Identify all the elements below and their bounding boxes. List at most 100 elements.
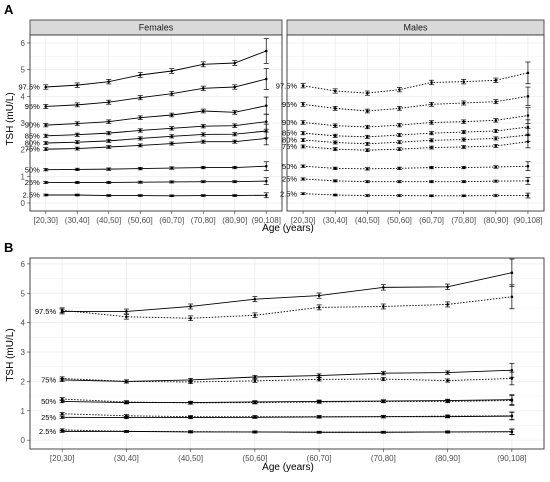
panel-a-males-data-point: [398, 147, 401, 151]
panel-a-females-y-tick-label: 5: [21, 66, 26, 75]
panel-b-data-point: [189, 415, 192, 418]
panel-a-females-data-point: [44, 181, 48, 184]
panel-a-females-data-point: [233, 180, 237, 183]
panel-a-females-series-line-97-5pct-females: [45, 50, 267, 88]
panel-a-females-data-point: [138, 73, 142, 77]
panel-a-females-data-point: [138, 96, 142, 99]
panel-a-males-data-point: [301, 84, 305, 87]
panel-a-males-x-tick-label: (90,108]: [513, 216, 542, 225]
panel-a-males-percentile-label: 80%: [282, 136, 297, 145]
panel-a-females-data-point: [264, 120, 268, 123]
panel-a-females-data-point: [75, 147, 79, 150]
panel-a-females-data-point: [107, 181, 111, 184]
panel-b-series-line-97-5pct-females: [62, 272, 512, 312]
panel-a-males-data-point: [462, 145, 465, 149]
panel-b-data-point: [446, 371, 449, 374]
panel-a-males-x-tick-label: (60,70]: [419, 216, 444, 225]
panel-a-males-data-point: [366, 180, 369, 183]
panel-b-y-tick-label: 1: [21, 407, 26, 416]
panel-b-data-point: [382, 371, 385, 375]
panel-a-females-data-point: [75, 122, 79, 125]
panel-a-females-percentile-label: 80%: [25, 139, 40, 148]
panel-b-data-point: [446, 303, 449, 306]
panel-a-females-data-point: [170, 127, 174, 130]
panel-a-females-data-point: [138, 116, 142, 119]
panel-a-males-data-point: [494, 119, 498, 122]
panel-a-females-x-tick-label: (30,40]: [65, 216, 90, 225]
panel-b-plot-area: [30, 258, 544, 449]
panel-a-females-data-point: [138, 167, 142, 170]
panel-a-females-data-point: [75, 83, 79, 87]
panel-a-males-data-point: [494, 194, 498, 197]
panel-a-females-percentile-label: 2.5%: [23, 191, 40, 200]
panel-a-males-data-point: [430, 81, 433, 84]
panel-a-females-data-point: [107, 120, 111, 123]
panel-a-males-percentile-label: 75%: [282, 142, 297, 151]
panel-a-males-data-point: [301, 138, 305, 142]
panel-a-females-series-line-95pct-females: [45, 78, 267, 107]
panel-a-females-data-point: [44, 147, 48, 151]
panel-a-males-data-point: [301, 145, 305, 148]
panel-a-females-data-point: [201, 109, 205, 113]
panel-b-percentile-label: 97.5%: [35, 307, 57, 316]
panel-a-males-data-point: [462, 194, 465, 198]
panel-a-males-data-point: [462, 130, 465, 134]
panel-b-x-axis-title: Age (years): [262, 462, 314, 473]
panel-a-males-data-point: [301, 192, 305, 195]
panel-b-data-point: [189, 305, 192, 308]
panel-a-males-data-point: [494, 129, 498, 133]
panel-a-males-percentile-label: 85%: [282, 129, 297, 138]
panel-b-data-point: [382, 430, 385, 434]
panel-a-y-axis-title: TSH (mU/L): [5, 92, 16, 145]
panel-b-percentile-label: 75%: [41, 376, 56, 385]
panel-b-x-tick-label: (70,80]: [371, 454, 396, 463]
panel-a-males-facet: Males [20,30] (30,40] (40,50] (50,60] (60,70]…: [276, 19, 545, 225]
panel-a-males-data-point: [494, 179, 498, 183]
panel-a-females-series-line-2-5pct-females: [45, 194, 267, 197]
panel-b-data-point: [382, 286, 385, 289]
panel-a-males-data-point: [301, 121, 305, 124]
panel-b-data-point: [60, 309, 64, 312]
panel-a-females-x-tick-label: (40,50]: [96, 216, 121, 225]
panel-a-females-data-point: [138, 180, 142, 184]
panel-a-females-data-point: [201, 124, 205, 128]
panel-a-males-data-point: [430, 180, 433, 183]
panel-a-males-data-point: [526, 114, 530, 117]
panel-a-females-data-point: [201, 194, 205, 197]
panel-b-y-tick-label: 6: [21, 260, 26, 269]
panel-b-data-point: [189, 316, 192, 320]
panel-b-percentile-label: 25%: [41, 413, 56, 422]
panel-a-males-data-point: [430, 194, 433, 198]
panel-a-females-data-point: [75, 168, 79, 171]
panel-a-females-y-tick-label: 2: [21, 146, 26, 155]
panel-b-x-tick-label: (30,40]: [114, 454, 139, 463]
panel-a-females-data-point: [264, 137, 268, 140]
panel-a-females-data-point: [75, 181, 79, 184]
panel-b-data-point: [125, 430, 128, 433]
panel-b-data-point: [510, 430, 514, 434]
panel-a-females-data-point: [201, 133, 205, 136]
panel-a-males-data-point: [430, 166, 433, 169]
panel-a-males-data-point: [494, 137, 498, 140]
panel-a-females-data-point: [170, 180, 174, 184]
panel-a-females-data-point: [170, 142, 174, 145]
panel-a-females-series-line-80pct-females: [45, 130, 267, 144]
panel-b-x-tick-label: (90,108]: [497, 454, 526, 463]
panel-a-females-data-point: [264, 49, 268, 53]
panel-a-females-data-point: [107, 100, 111, 104]
panel-a-females-data-point: [170, 166, 174, 170]
panel-b-data-point: [317, 374, 321, 377]
panel-b-data-point: [446, 400, 449, 403]
panel-a-females-data-point: [201, 180, 205, 183]
panel-b-data-point: [60, 415, 64, 419]
panel-a-males-data-point: [366, 91, 369, 95]
panel-b-data-point: [510, 368, 514, 372]
panel-a-males-data-point: [333, 193, 337, 197]
panel-a-males-data-point: [526, 125, 530, 129]
panel-a-males-data-point: [462, 138, 465, 141]
panel-a-females-series-line-75pct-females: [45, 138, 267, 150]
panel-b-plot: 0 1 2 3 4 5 6 [20,30] (30,40] (40,50] (50,60] (60,7…: [21, 257, 545, 463]
panel-b-data-point: [446, 430, 449, 434]
panel-a-females-data-point: [233, 61, 237, 65]
